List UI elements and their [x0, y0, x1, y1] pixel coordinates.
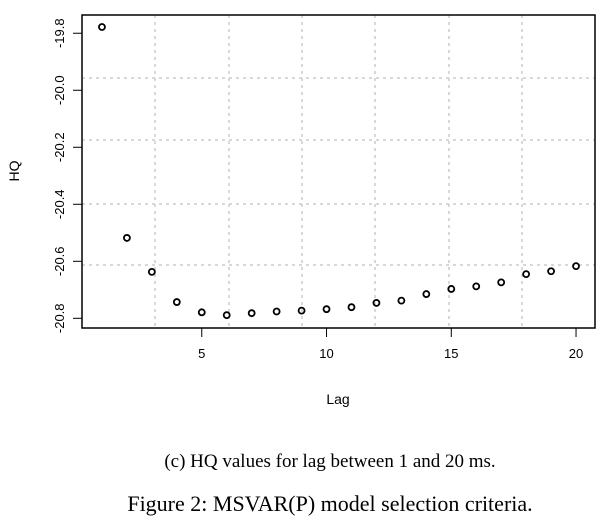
x-tick-label: 20 — [569, 346, 583, 361]
data-point — [497, 278, 506, 287]
data-point — [98, 23, 106, 31]
figure-caption: Figure 2: MSVAR(P) model selection crite… — [127, 491, 532, 516]
data-point — [397, 296, 406, 305]
x-tick-label: 10 — [319, 346, 333, 361]
data-point — [572, 262, 580, 271]
data-point — [197, 308, 206, 317]
subfigure-caption: (c) HQ values for lag between 1 and 20 m… — [164, 451, 495, 472]
y-tick-label: -20.0 — [52, 75, 67, 105]
data-point — [322, 305, 331, 314]
y-tick-label: -20.4 — [52, 189, 67, 219]
y-axis-label: HQ — [6, 160, 22, 181]
y-tick-label: -20.6 — [52, 246, 67, 276]
y-tick-label: -20.2 — [52, 132, 67, 162]
data-point — [247, 309, 256, 318]
y-tick-label: -20.8 — [52, 303, 67, 333]
data-point — [472, 282, 481, 291]
data-point — [272, 307, 281, 316]
grid — [82, 15, 595, 328]
data-point — [447, 285, 456, 293]
data-point — [123, 234, 131, 242]
data-point — [297, 306, 306, 315]
data-point — [372, 299, 381, 307]
plot-frame — [81, 14, 596, 329]
x-axis-label: Lag — [326, 391, 349, 407]
data-point — [347, 303, 356, 312]
y-tick-label: -19.8 — [52, 18, 67, 48]
data-point — [222, 311, 231, 320]
data-point — [422, 290, 431, 298]
data-point — [547, 267, 555, 276]
x-axis: 5 10 15 20 — [198, 328, 583, 361]
data-point — [172, 298, 181, 306]
data-points — [98, 23, 580, 320]
x-tick-label: 15 — [444, 346, 458, 361]
x-tick-label: 5 — [198, 346, 205, 361]
data-point — [147, 267, 156, 276]
data-point — [522, 270, 531, 279]
y-axis: -19.8 -20.0 -20.2 -20.4 -20.6 -20.8 — [52, 18, 82, 333]
